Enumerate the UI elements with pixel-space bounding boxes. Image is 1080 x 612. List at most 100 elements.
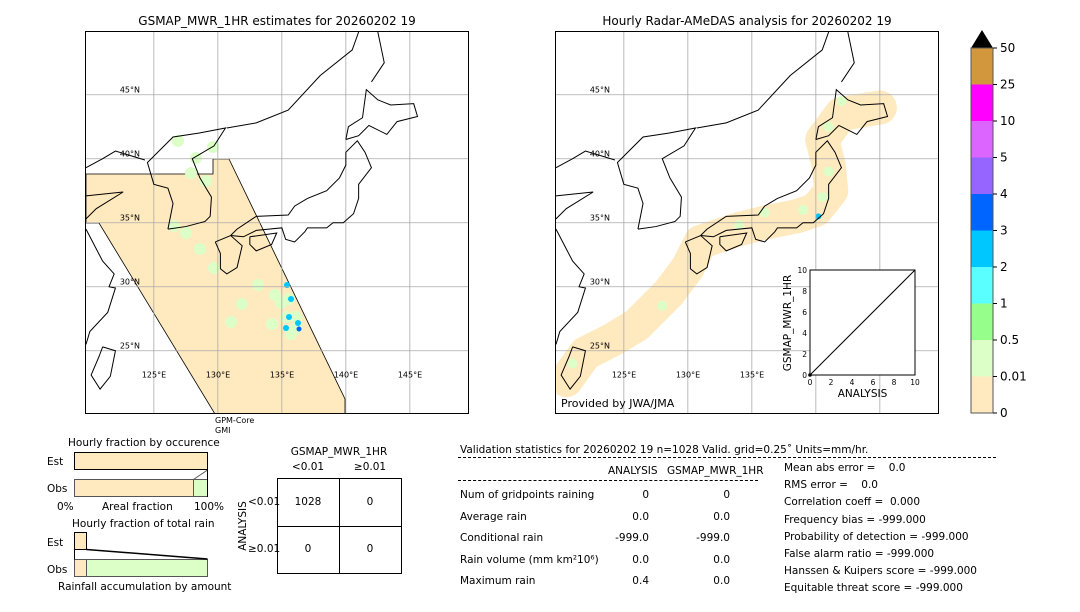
rain-cell: [236, 298, 248, 310]
lat-label: 25°N: [590, 342, 610, 351]
lat-label: 35°N: [120, 214, 140, 223]
rain-cell: [285, 328, 297, 340]
occurrence-obs-label: Obs: [47, 483, 68, 495]
lat-label: 45°N: [120, 86, 140, 95]
colorbar: 0 0.01 0.5 1 2 3 4 5 10 25 50: [970, 30, 1030, 420]
lat-label: 40°N: [120, 150, 140, 159]
rain-cell: [815, 213, 822, 220]
scatter-inset: 0 0 2 2 4 4 6 6 8 8 10 10: [770, 262, 930, 402]
y-tick-label: 10: [797, 266, 807, 275]
coastline: [841, 32, 855, 83]
stat-label: Average rain: [460, 510, 527, 523]
col-header-gsmap: GSMAP_MWR_1HR: [667, 465, 764, 477]
lon-label: 125°E: [142, 371, 166, 380]
totalrain-title: Hourly fraction of total rain: [72, 518, 215, 530]
stats-header: Validation statistics for 20260202 19 n=…: [460, 444, 869, 456]
left-map-canvas: 45°N 40°N 35°N 30°N 25°N 125°E 130°E 135°E 140°E…: [86, 32, 468, 413]
totalrain-chart: [74, 532, 208, 578]
colorbar-tick-label: 5: [1000, 151, 1008, 165]
col-label-ge: ≥0.01: [353, 461, 387, 473]
x-tick-label: 8: [892, 378, 897, 387]
rain-cell: [252, 279, 264, 291]
cell-tn: 1028: [294, 496, 322, 508]
colorbar-tick-label: 0.5: [1000, 333, 1019, 347]
rain-cell: [194, 243, 206, 255]
row-label-lt: <0.01: [248, 496, 281, 508]
score-item: Equitable threat score = -999.000: [784, 582, 963, 595]
col-label-lt: <0.01: [291, 461, 325, 473]
occurrence-xlabel: Areal fraction: [102, 501, 173, 513]
connector-line: [193, 469, 208, 480]
obs-heavy-bar: [86, 559, 208, 577]
lon-label: 125°E: [612, 371, 636, 380]
sensor-label-2: GMI: [215, 426, 231, 435]
colorbar-segment: [971, 48, 993, 85]
colorbar-segment: [971, 194, 993, 231]
row-label-ge: ≥0.01: [248, 543, 281, 555]
one-to-one-line: [809, 269, 916, 376]
x-tick-label: 6: [871, 378, 876, 387]
occurrence-chart: [74, 452, 208, 498]
x-tick-label: 10: [910, 378, 920, 387]
cell-tp: 0: [366, 543, 374, 555]
coastline: [696, 32, 830, 129]
colorbar-segment: [971, 230, 993, 267]
y-tick-label: 8: [802, 287, 807, 296]
stat-analysis-value: 0.0: [632, 510, 649, 523]
colorbar-tick-label: 25: [1000, 78, 1015, 92]
x-tick-label: 0: [808, 378, 813, 387]
rain-cell: [286, 314, 292, 320]
score-item: Frequency bias = -999.000: [784, 513, 926, 526]
occurrence-est-label: Est: [47, 456, 64, 468]
rain-cell: [817, 192, 828, 203]
stat-gsmap-value: 0: [723, 489, 730, 501]
occurrence-title: Hourly fraction by occurence: [68, 437, 220, 449]
occurrence-xtick-right: 100%: [194, 501, 225, 513]
coastline: [616, 127, 697, 230]
left-map-title: GSMAP_MWR_1HR estimates for 20260202 19: [138, 14, 416, 28]
rain-cell: [185, 167, 197, 179]
right-map-canvas: 45°N 40°N 35°N 30°N 25°N 125°E 130°E 135°E: [556, 32, 938, 413]
x-tick-label: 4: [850, 378, 855, 387]
scatter-plot: 00 2 2 4 4 6 6 8 8 10 10: [797, 266, 920, 387]
coastline: [146, 127, 227, 230]
lon-label: 135°E: [270, 371, 294, 380]
coastline: [556, 191, 594, 220]
colorbar-tick-label: 0.01: [1000, 370, 1027, 384]
lat-label: 40°N: [590, 150, 610, 159]
lat-label: 30°N: [120, 278, 140, 287]
coastline: [90, 346, 117, 390]
coastline: [560, 346, 587, 390]
y-tick-label: 4: [802, 329, 807, 338]
rain-cell: [208, 262, 220, 274]
rain-cell: [225, 316, 237, 328]
stat-analysis-value: 0.0: [632, 553, 649, 566]
rain-cell: [296, 326, 302, 332]
scatter-point: [808, 373, 812, 377]
coastline: [214, 234, 243, 275]
colorbar-tick-label: 0: [1000, 406, 1008, 420]
coastline: [86, 150, 146, 169]
rain-cell: [172, 135, 184, 147]
left-map: 45°N 40°N 35°N 30°N 25°N 125°E 130°E 135°E 140°E…: [85, 31, 469, 414]
score-item: False alarm ratio = -999.000: [784, 548, 935, 560]
rain-cell: [288, 296, 294, 302]
lon-label: 130°E: [206, 371, 230, 380]
rain-cell: [290, 311, 302, 323]
right-map-title: Hourly Radar-AMeDAS analysis for 2026020…: [602, 14, 892, 28]
coastline: [345, 88, 419, 140]
coastline: [556, 228, 587, 345]
score-item: Correlation coeff = 0.000: [784, 496, 920, 509]
lat-label: 35°N: [590, 214, 610, 223]
stat-gsmap-value: 0.0: [713, 510, 730, 523]
rain-cell: [295, 320, 301, 326]
lon-label: 145°E: [398, 371, 422, 380]
stat-gsmap-value: 0.0: [713, 553, 730, 566]
est-no-rain-bar: [74, 452, 208, 470]
score-item: Mean abs error = 0.0: [784, 462, 906, 474]
colorbar-segment: [971, 84, 993, 121]
rain-cell: [283, 325, 289, 331]
stat-label: Maximum rain: [460, 575, 536, 587]
cell-fn: 0: [304, 543, 312, 555]
data-credit: Provided by JWA/JMA: [561, 397, 675, 410]
